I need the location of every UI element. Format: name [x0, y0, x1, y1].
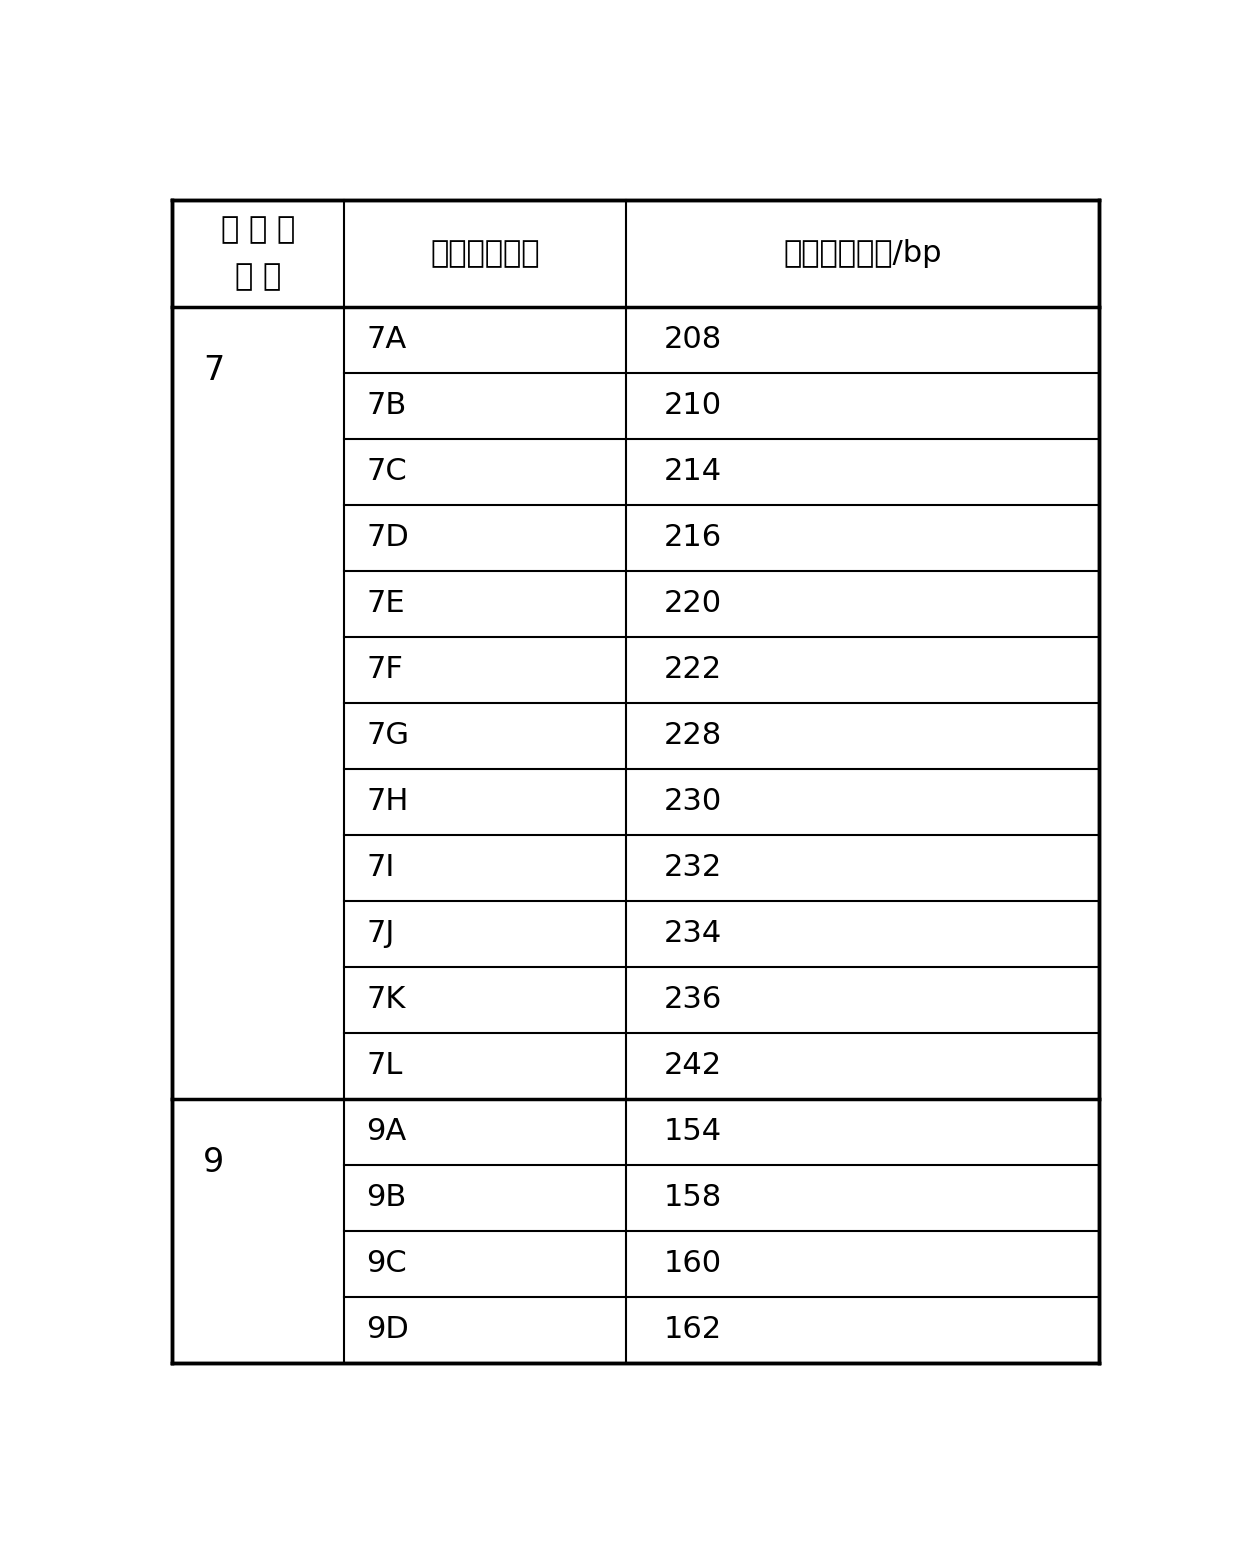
Text: 7A: 7A: [366, 325, 407, 354]
Text: 9B: 9B: [366, 1183, 407, 1213]
Text: 9D: 9D: [366, 1315, 409, 1344]
Text: 等位基因编号: 等位基因编号: [430, 238, 539, 268]
Text: 7D: 7D: [366, 523, 409, 552]
Text: 210: 210: [665, 391, 722, 421]
Text: 222: 222: [665, 656, 722, 684]
Text: 9: 9: [203, 1146, 224, 1179]
Text: 220: 220: [665, 589, 722, 619]
Text: 214: 214: [665, 458, 722, 486]
Text: 9C: 9C: [366, 1248, 407, 1278]
Text: 216: 216: [665, 523, 722, 552]
Text: 7G: 7G: [366, 721, 409, 750]
Text: 等位基因大小/bp: 等位基因大小/bp: [784, 238, 941, 268]
Text: 162: 162: [665, 1315, 722, 1344]
Text: 208: 208: [665, 325, 722, 354]
Text: 228: 228: [665, 721, 722, 750]
Text: 7F: 7F: [366, 656, 403, 684]
Text: 242: 242: [665, 1050, 722, 1080]
Text: 154: 154: [665, 1117, 722, 1146]
Text: 7K: 7K: [366, 985, 405, 1015]
Text: 7B: 7B: [366, 391, 407, 421]
Bar: [172, 200, 1099, 306]
Text: 236: 236: [665, 985, 722, 1015]
Text: 7I: 7I: [366, 854, 394, 882]
Text: 7J: 7J: [366, 919, 394, 948]
Text: 7E: 7E: [366, 589, 405, 619]
Text: 158: 158: [665, 1183, 722, 1213]
Text: 微 卫 星
座 位: 微 卫 星 座 位: [221, 215, 295, 292]
Text: 230: 230: [665, 787, 722, 817]
Text: 7L: 7L: [366, 1050, 403, 1080]
Text: 232: 232: [665, 854, 722, 882]
Text: 7: 7: [203, 354, 224, 387]
Text: 7H: 7H: [366, 787, 409, 817]
Text: 9A: 9A: [366, 1117, 407, 1146]
Text: 160: 160: [665, 1248, 722, 1278]
Text: 7C: 7C: [366, 458, 407, 486]
Text: 234: 234: [665, 919, 722, 948]
